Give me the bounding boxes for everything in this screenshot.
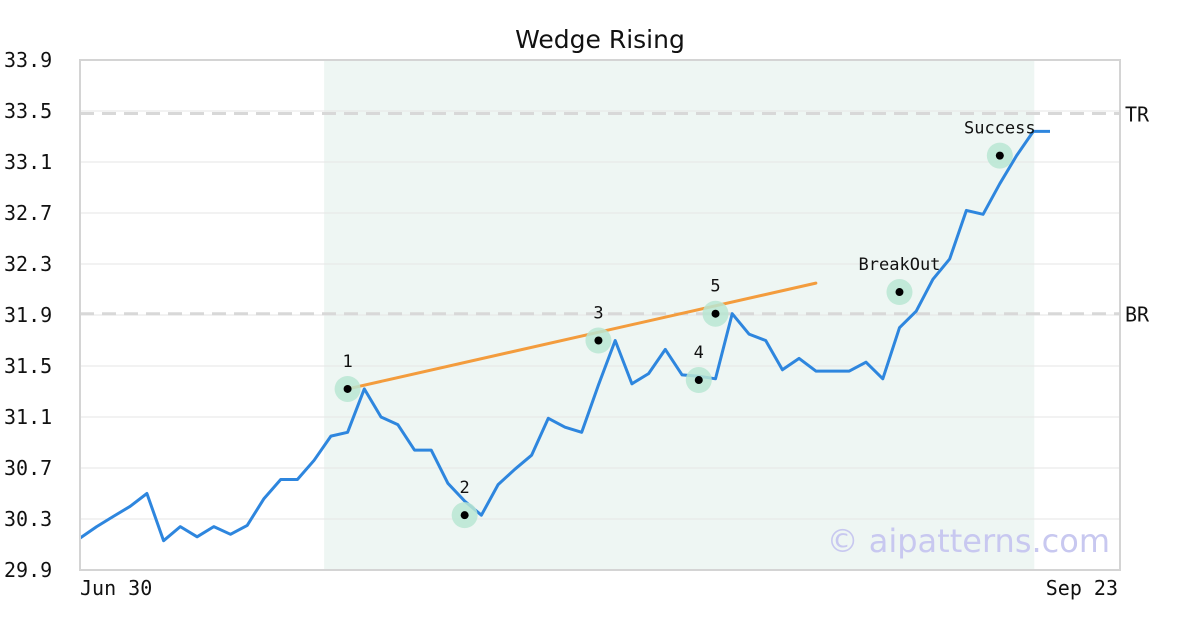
- y-tick-label: 30.3: [4, 507, 52, 531]
- reference-label-br: BR: [1125, 303, 1150, 327]
- watermark-layer: © aipatterns.com: [827, 522, 1110, 560]
- y-tick-label: 29.9: [4, 558, 52, 582]
- point-marker-4: [694, 376, 703, 385]
- y-tick-label: 30.7: [4, 456, 52, 480]
- trendline-layer: [346, 281, 818, 391]
- reference-lines: TR BR: [80, 103, 1150, 327]
- x-tick-label: Jun 30: [80, 576, 152, 600]
- chart-title: Wedge Rising: [515, 25, 685, 54]
- x-tick-label: Sep 23: [1046, 576, 1118, 600]
- point-label-2: 2: [460, 478, 470, 498]
- watermark: © aipatterns.com: [827, 522, 1110, 560]
- y-tick-label: 31.5: [4, 354, 52, 378]
- y-tick-label: 33.1: [4, 150, 52, 174]
- point-label-4: 4: [694, 343, 704, 363]
- point-label-1: 1: [342, 352, 352, 372]
- series-layer: [79, 129, 1050, 543]
- axes: 29.9 30.3 30.7 31.1 31.5 31.9 32.3 32.7 33.1 33.5…: [4, 48, 1121, 600]
- y-tick-label: 33.5: [4, 99, 52, 123]
- y-tick-label: 32.7: [4, 201, 52, 225]
- point-marker-breakout: [895, 288, 904, 297]
- y-tick-label: 31.1: [4, 405, 52, 429]
- y-tick-label: 31.9: [4, 303, 52, 327]
- point-marker-success: [995, 151, 1004, 160]
- plot-frame: [79, 59, 1121, 571]
- point-label-3: 3: [593, 304, 603, 324]
- y-tick-label: 32.3: [4, 252, 52, 276]
- upper-trendline: [346, 281, 818, 391]
- point-marker-3: [594, 336, 603, 345]
- point-marker-2: [460, 511, 469, 520]
- point-label-success: Success: [964, 119, 1036, 139]
- price-line: [79, 129, 1050, 543]
- point-marker-1: [343, 384, 352, 393]
- point-marker-5: [711, 309, 720, 318]
- point-label-breakout: BreakOut: [859, 255, 941, 275]
- grid: [80, 110, 1120, 520]
- point-label-5: 5: [710, 277, 720, 297]
- reference-label-tr: TR: [1125, 103, 1150, 127]
- y-tick-label: 33.9: [4, 48, 52, 72]
- annotated-points: 1 2 3 4 5 BreakOut Success: [334, 119, 1036, 529]
